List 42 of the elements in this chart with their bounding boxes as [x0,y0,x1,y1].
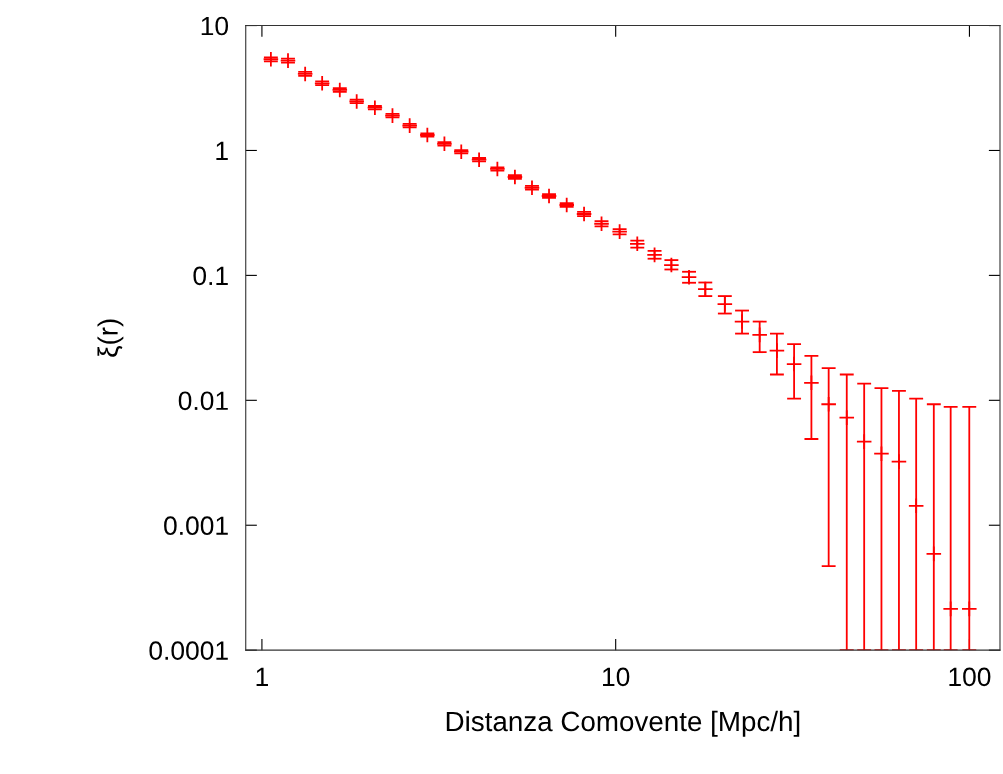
x-axis-title: Distanza Comovente [Mpc/h] [446,710,800,737]
point [907,497,925,515]
point [419,126,436,144]
point [575,205,593,223]
point [838,409,855,426]
point [401,117,418,134]
point [629,235,646,252]
y-tick-label: 1 [216,141,228,161]
point [785,355,803,373]
y-tick-label: 0.0001 [149,641,228,660]
point [593,215,610,232]
point [366,99,384,116]
point [803,374,820,392]
point [890,453,908,470]
point [523,179,541,196]
point [384,107,401,124]
point [313,75,331,92]
point [436,135,453,153]
point [942,600,959,618]
point [873,445,890,462]
y-tick-label: 10 [201,16,229,36]
x-tick-label: 1 [256,667,268,686]
point [348,93,365,110]
point [453,143,470,160]
point [331,81,348,99]
point [961,600,978,618]
point [611,223,628,240]
point [540,187,558,205]
point [470,151,488,168]
y-tick-label: 0.001 [164,516,228,536]
y-tick-label: 0.1 [193,266,228,286]
x-tick-label: 100 [949,667,991,687]
x-tick-label: 10 [603,667,630,687]
y-tick-label: 0.01 [178,391,228,411]
point [925,545,942,563]
y-axis-title: ξ(r) [97,319,124,357]
point [506,168,524,186]
point [489,160,506,178]
point [558,196,575,214]
point [820,396,837,413]
point [855,433,873,450]
point [296,65,314,83]
